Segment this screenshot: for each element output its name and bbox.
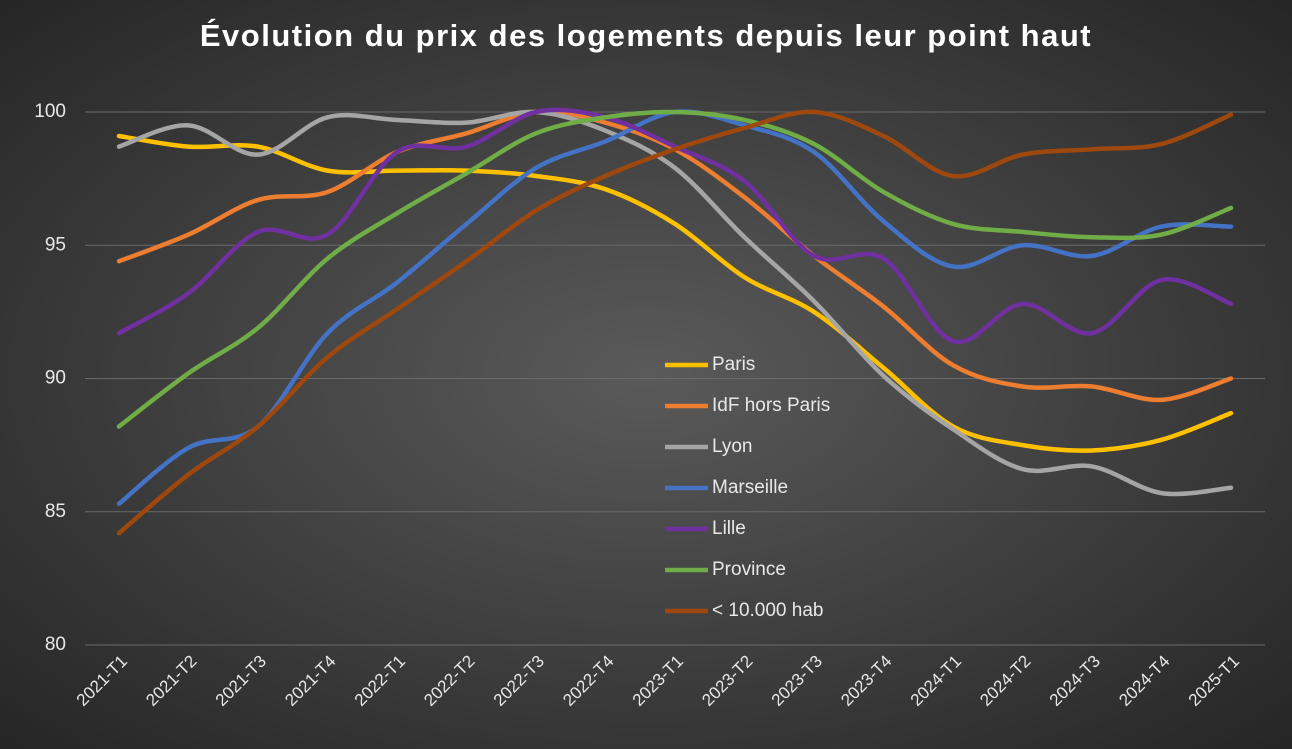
- series-line: [116, 109, 1234, 497]
- legend-label: IdF hors Paris: [712, 395, 830, 416]
- series-line: [116, 109, 1234, 507]
- series-line: [116, 109, 1234, 429]
- chart-title: Évolution du prix des logements depuis l…: [200, 18, 1092, 53]
- legend-label: Province: [712, 559, 786, 580]
- legend-label: Marseille: [712, 477, 788, 498]
- y-tick-label: 100: [34, 101, 66, 122]
- y-tick-label: 80: [45, 634, 66, 655]
- y-tick-label: 85: [45, 501, 66, 522]
- legend-label: < 10.000 hab: [712, 600, 823, 621]
- series-line: [116, 107, 1234, 345]
- legend-label: Lyon: [712, 436, 753, 457]
- legend-label: Paris: [712, 354, 755, 375]
- y-tick-label: 95: [45, 234, 66, 255]
- series-line: [116, 109, 1234, 536]
- series-line: [116, 133, 1234, 453]
- series-line: [116, 109, 1234, 403]
- y-tick-label: 90: [45, 368, 66, 389]
- legend-label: Lille: [712, 518, 746, 539]
